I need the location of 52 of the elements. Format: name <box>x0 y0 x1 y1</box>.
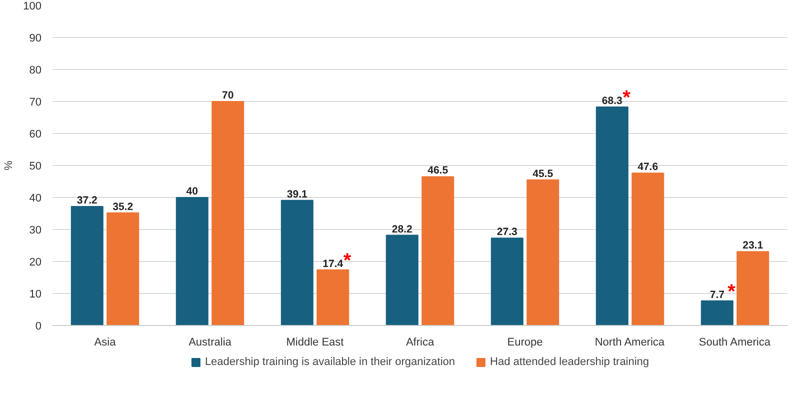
bar <box>422 176 454 326</box>
bar <box>386 234 418 326</box>
bar <box>212 101 244 326</box>
annotation: * <box>728 280 736 303</box>
data-label: 45.5 <box>532 168 554 180</box>
bar <box>700 300 734 326</box>
y-tick-label: 50 <box>29 160 42 172</box>
x-tick-label: North America <box>594 336 666 348</box>
bar <box>70 206 104 326</box>
bar <box>316 269 350 326</box>
data-label: 40 <box>186 186 198 198</box>
y-tick-label: 100 <box>23 0 42 12</box>
data-label: 35.2 <box>112 200 134 213</box>
bar <box>176 197 208 326</box>
x-tick-label: Australia <box>188 336 232 348</box>
y-tick-label: 30 <box>29 224 42 236</box>
data-label: 37.2 <box>76 194 98 206</box>
x-tick-label: South America <box>698 336 772 348</box>
legend-label: Had attended leadership training <box>490 356 650 368</box>
bar <box>632 172 664 326</box>
data-label: 27.3 <box>496 226 518 238</box>
data-label: 70 <box>222 90 234 102</box>
bar <box>596 106 628 326</box>
y-tick-label: 80 <box>29 64 42 76</box>
data-label: 23.1 <box>742 240 764 252</box>
y-tick-label: 20 <box>29 256 42 268</box>
y-tick-label: 90 <box>29 32 42 44</box>
y-tick-label: 70 <box>29 96 42 108</box>
bar <box>736 251 770 326</box>
data-label: 68.3 <box>602 94 623 107</box>
x-tick-label: Europe <box>507 336 543 348</box>
x-tick-label: Asia <box>94 336 117 348</box>
bar <box>106 212 140 326</box>
bar <box>280 200 314 326</box>
y-axis-title: % <box>3 160 16 170</box>
y-tick-label: 10 <box>29 288 42 300</box>
annotation: * <box>343 250 352 272</box>
data-label: 46.5 <box>428 164 448 177</box>
legend-label: Leadership training is available in their organization <box>204 356 456 368</box>
y-tick-label: 0 <box>35 320 42 332</box>
bar <box>526 179 560 326</box>
annotation: * <box>622 86 631 109</box>
data-label: 39.1 <box>286 188 308 200</box>
x-tick-label: Africa <box>406 336 435 348</box>
y-tick-label: 60 <box>29 128 42 140</box>
data-label: 28.2 <box>392 223 413 236</box>
bar <box>490 238 524 326</box>
data-label: 7.7 <box>710 288 725 301</box>
data-label: 17.4 <box>322 258 344 270</box>
x-tick-label: Middle East <box>286 336 344 348</box>
data-label: 47.6 <box>638 161 658 174</box>
y-tick-label: 40 <box>29 192 42 204</box>
